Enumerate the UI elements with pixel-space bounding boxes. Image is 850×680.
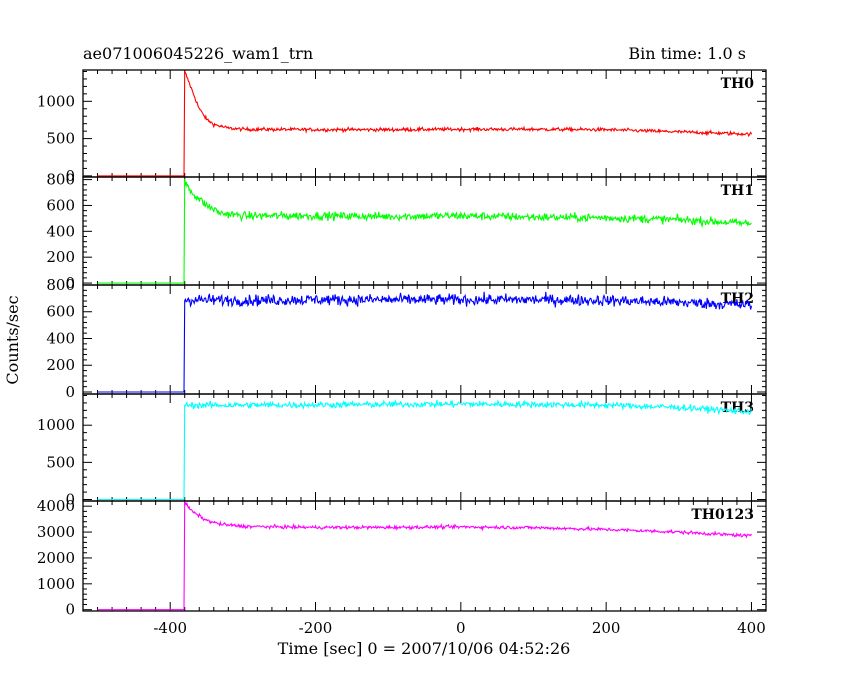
panel-frame <box>82 500 767 612</box>
y-tick-label: 1000 <box>37 575 75 593</box>
series-label-th0: TH0 <box>721 76 755 92</box>
y-tick-label: 0 <box>65 167 75 185</box>
y-tick-label: 500 <box>46 453 75 471</box>
series-label-th1: TH1 <box>721 183 754 199</box>
y-tick-label: 0 <box>65 274 75 292</box>
y-tick-label: 4000 <box>37 497 75 515</box>
series-line-th3 <box>97 399 753 501</box>
chart-panels: 0 500 1000 TH0 0 200 400 600 800 TH1 0 200 400 600 800… <box>37 69 767 637</box>
series-line-th1 <box>97 178 752 284</box>
y-tick-label: 200 <box>46 248 75 266</box>
x-tick-label: 400 <box>737 619 766 637</box>
y-tick-label: 1000 <box>37 92 75 110</box>
x-tick-label: -400 <box>153 619 187 637</box>
y-tick-label: 600 <box>46 196 75 214</box>
y-tick-label: 400 <box>46 329 75 347</box>
y-tick-label: 500 <box>46 130 75 148</box>
y-tick-label: 0 <box>65 491 75 509</box>
y-tick-label: 1000 <box>37 416 75 434</box>
panel-frame <box>82 393 767 502</box>
y-tick-label: 0 <box>65 383 75 401</box>
y-tick-label: 400 <box>46 222 75 240</box>
x-tick-label: 0 <box>456 619 466 637</box>
x-tick-label: -200 <box>299 619 333 637</box>
panel-th0: 0 500 1000 TH0 <box>37 69 767 185</box>
y-axis-label: Counts/sec <box>3 295 22 384</box>
panel-frame <box>82 69 767 178</box>
series-line-th2 <box>97 291 753 393</box>
panel-th0123: 0 1000 2000 3000 4000 TH0123 <box>37 497 767 619</box>
x-axis-label: Time [sec] 0 = 2007/10/06 04:52:26 <box>278 639 571 658</box>
panel-frame <box>82 176 767 286</box>
bin-time-label: Bin time: 1.0 s <box>628 44 746 63</box>
y-tick-label: 800 <box>46 276 75 294</box>
y-tick-label: 600 <box>46 303 75 321</box>
y-tick-label: 0 <box>65 601 75 619</box>
series-label-th0123: TH0123 <box>691 507 754 523</box>
series-line-th0123 <box>97 501 752 611</box>
y-tick-label: 200 <box>46 356 75 374</box>
y-tick-label: 2000 <box>37 549 75 567</box>
y-tick-label: 3000 <box>37 523 75 541</box>
series-line-th0 <box>97 70 753 177</box>
y-tick-label: 800 <box>46 171 75 189</box>
chart-title: ae071006045226_wam1_trn <box>83 44 313 63</box>
panel-th1: 0 200 400 600 800 TH1 <box>46 171 767 292</box>
x-tick-label: 200 <box>592 619 621 637</box>
